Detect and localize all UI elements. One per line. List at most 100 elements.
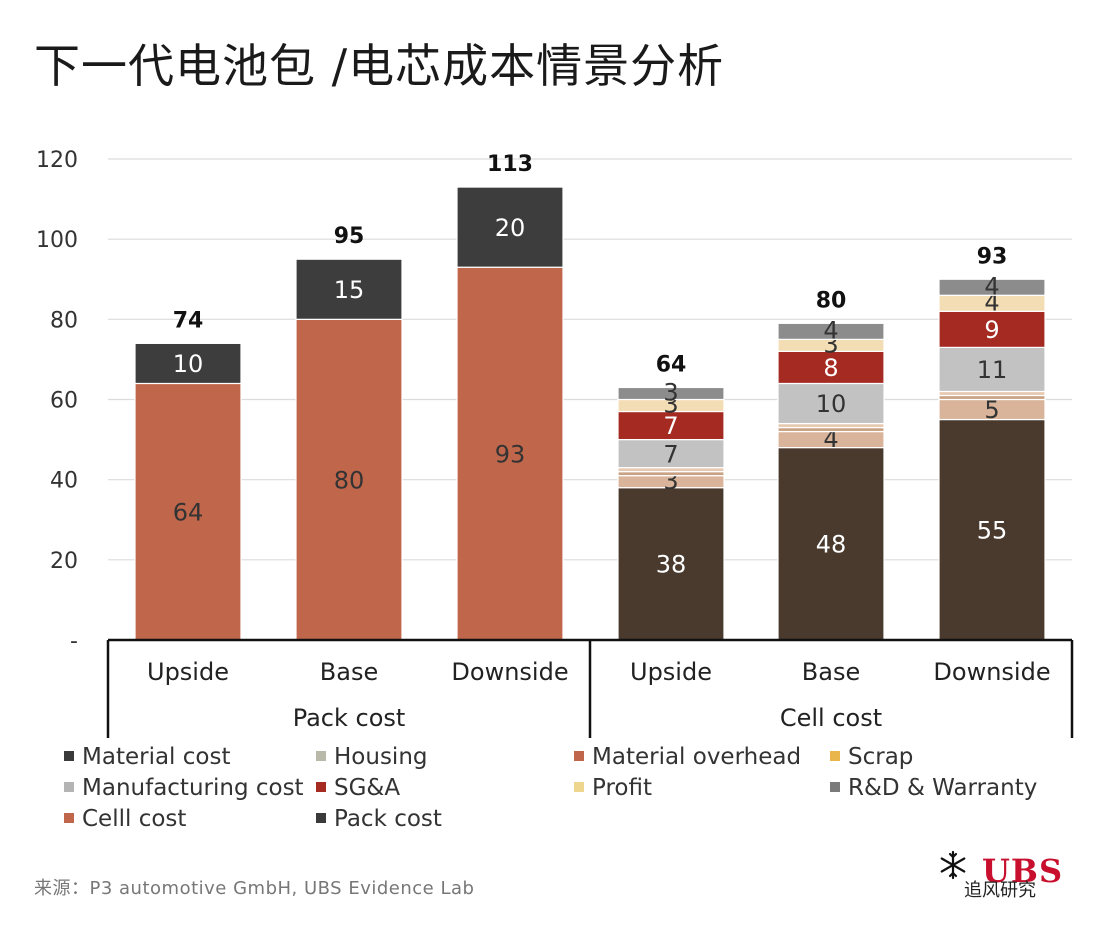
snowflake-icon <box>940 850 966 880</box>
y-tick-label: 40 <box>50 469 78 494</box>
legend-item: Scrap <box>830 744 913 770</box>
gridlines <box>108 158 1072 561</box>
x-tick-label: Upside <box>147 658 229 686</box>
legend-label: Profit <box>592 775 652 801</box>
x-tick-label: Base <box>802 658 860 686</box>
watermark-text: 追风研究 <box>964 880 1036 901</box>
total-label: 74 <box>173 308 204 333</box>
x-tick-label: Upside <box>630 658 712 686</box>
total-label: 113 <box>487 152 533 177</box>
legend-swatch <box>316 781 326 792</box>
legend-item: Pack cost <box>316 806 442 832</box>
legend-swatch <box>574 781 584 792</box>
data-label: 11 <box>977 356 1008 384</box>
bar-segment <box>938 346 1046 393</box>
source-note: 来源：P3 automotive GmbH, UBS Evidence Lab <box>34 878 475 899</box>
legend-item: Material cost <box>64 744 230 770</box>
total-label: 64 <box>656 352 687 377</box>
bar-segment <box>456 186 564 268</box>
data-label: 55 <box>977 516 1008 544</box>
bar-segment <box>938 278 1046 296</box>
bar-segment <box>134 342 242 385</box>
legend-item: R&D & Warranty <box>830 775 1037 801</box>
y-tick-label: 120 <box>36 148 78 173</box>
bar-segment <box>617 410 725 441</box>
legend-label: Scrap <box>848 744 914 770</box>
ubs-logo: UBS 追风研究 <box>930 848 1090 908</box>
y-tick-label: - <box>70 629 78 654</box>
bar-segment <box>777 422 885 429</box>
legend-swatch <box>830 750 840 761</box>
data-label: 3 <box>663 379 678 407</box>
data-label: 38 <box>656 550 687 578</box>
legend-label: Housing <box>334 744 428 770</box>
bar-segment <box>938 310 1046 348</box>
group-label: Pack cost <box>293 704 406 732</box>
data-label: 4 <box>984 272 999 300</box>
bars: 6410748015959320113383773364484108348055… <box>134 152 1046 641</box>
legend-item: Manufacturing cost <box>64 775 304 801</box>
y-tick-label: 60 <box>50 389 78 414</box>
bar-segment <box>617 471 725 477</box>
total-label: 93 <box>977 244 1008 269</box>
bar-segment <box>777 447 885 641</box>
data-label: 8 <box>823 354 838 382</box>
bar-segment <box>617 386 725 401</box>
legend-swatch <box>316 750 326 761</box>
data-label: 93 <box>495 440 526 468</box>
bar-segment <box>777 322 885 340</box>
legend-label: SG&A <box>334 775 401 801</box>
data-label: 48 <box>816 530 847 558</box>
page-title: 下一代电池包 /电芯成本情景分析 <box>34 39 725 93</box>
bar-segment <box>938 394 1046 401</box>
legend-item: Housing <box>316 744 428 770</box>
bar-segment <box>777 426 885 433</box>
data-label: 80 <box>334 466 365 494</box>
legend-swatch <box>830 781 840 792</box>
legend: Material cost Housing Material overhead Scr… <box>64 744 1104 844</box>
total-label: 95 <box>334 224 365 249</box>
x-tick-label: Downside <box>451 658 568 686</box>
x-tick-label: Base <box>320 658 378 686</box>
x-axis: Upside Base Downside Upside Base Downside Pack… <box>106 638 1074 738</box>
y-axis: - 20 40 60 80 100 120 <box>36 148 78 654</box>
legend-item: Celll cost <box>64 806 186 832</box>
legend-swatch <box>64 812 74 823</box>
total-label: 80 <box>816 288 847 313</box>
legend-label: Pack cost <box>334 806 442 832</box>
bar-segment <box>777 350 885 385</box>
legend-swatch <box>574 750 584 761</box>
bar-segment <box>134 382 242 641</box>
data-label: 15 <box>334 276 365 304</box>
legend-label: Celll cost <box>82 806 187 832</box>
data-label: 64 <box>173 498 204 526</box>
data-label: 20 <box>495 214 526 242</box>
data-label: 10 <box>173 350 204 378</box>
data-label: 5 <box>984 396 999 424</box>
legend-swatch <box>64 781 74 792</box>
legend-label: Material overhead <box>592 744 802 770</box>
data-label: 7 <box>663 412 678 440</box>
data-label: 9 <box>984 316 999 344</box>
bar-segment <box>938 390 1046 397</box>
legend-item: SG&A <box>316 775 400 801</box>
y-tick-label: 80 <box>50 308 78 333</box>
x-tick-label: Downside <box>933 658 1050 686</box>
legend-swatch <box>64 750 74 761</box>
legend-label: Manufacturing cost <box>82 775 304 801</box>
y-tick-label: 20 <box>50 549 78 574</box>
ubs-brand-text: UBS <box>982 852 1064 890</box>
bar-segment <box>295 258 403 320</box>
data-label: 4 <box>823 317 838 345</box>
legend-label: Material cost <box>82 744 231 770</box>
legend-item: Profit <box>574 775 652 801</box>
y-tick-label: 100 <box>36 228 78 253</box>
legend-label: R&D & Warranty <box>848 775 1038 801</box>
data-label: 7 <box>663 440 678 468</box>
legend-item: Material overhead <box>574 744 801 770</box>
bar-segment <box>777 382 885 425</box>
data-label: 10 <box>816 390 847 418</box>
legend-swatch <box>316 812 326 823</box>
group-label: Cell cost <box>780 704 882 732</box>
